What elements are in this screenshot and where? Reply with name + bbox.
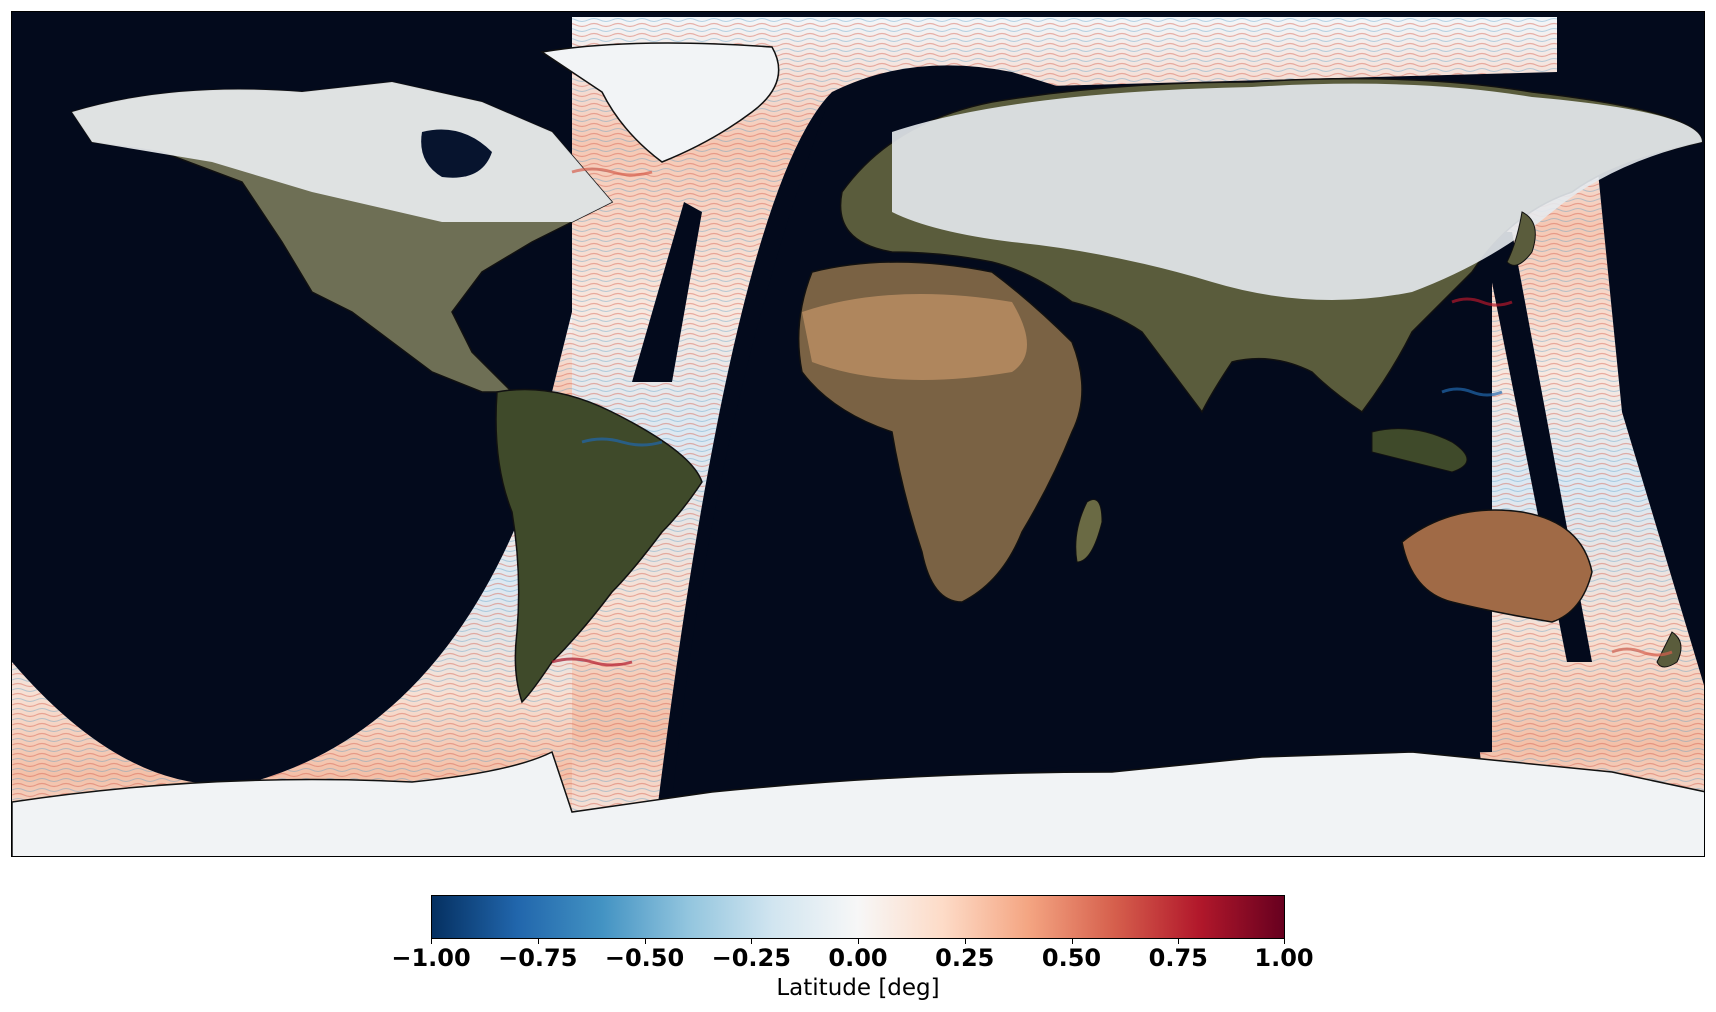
colorbar-tick: 0.50: [1041, 944, 1102, 972]
antarctica: [12, 750, 1704, 856]
hudson-bay: [421, 129, 492, 178]
colorbar-tick: −0.50: [604, 944, 685, 972]
night-gore-atlantic: [632, 202, 702, 382]
colorbar-label: Latitude [deg]: [776, 975, 940, 1001]
map-canvas: [12, 12, 1704, 856]
colorbar-tick: 1.00: [1254, 944, 1314, 972]
japan: [1506, 211, 1536, 266]
madagascar: [1075, 499, 1103, 563]
new-zealand: [1656, 631, 1682, 668]
southeast-asia-islands: [1371, 428, 1468, 473]
world-map: [11, 11, 1705, 857]
colorbar-tick: −0.75: [498, 944, 578, 972]
south-america: [495, 388, 703, 704]
greenland: [540, 42, 780, 163]
colorbar-tick: 0.00: [828, 944, 888, 972]
colorbar-tick: 0.25: [935, 944, 995, 972]
colorbar: [431, 895, 1285, 939]
australia: [1401, 509, 1593, 623]
colorbar-tick: 0.75: [1148, 944, 1208, 972]
colorbar-tick: −0.25: [711, 944, 791, 972]
colorbar-tick: −1.00: [391, 944, 471, 972]
